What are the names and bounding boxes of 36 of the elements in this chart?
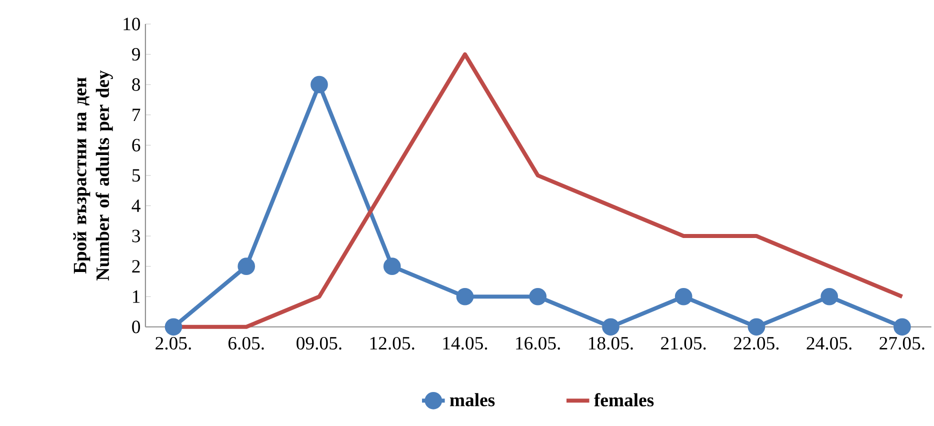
point — [164, 318, 182, 336]
y-tick-label: 10 — [124, 18, 140, 30]
y-tick-label: 3 — [132, 230, 140, 242]
x-tick-label: 2.05. — [156, 337, 191, 350]
x-tick-label: 21.05. — [661, 337, 706, 350]
point — [894, 318, 911, 336]
x-tick-label: 14.05. — [443, 337, 488, 350]
y-tick-label: 4 — [132, 200, 140, 212]
y-tick-label: 2 — [132, 260, 140, 273]
y-tick-label: 5 — [132, 169, 140, 182]
legend-label: males — [450, 393, 495, 406]
point — [310, 76, 328, 94]
x-tick-label: 6.05. — [228, 337, 264, 350]
legend-label: females — [594, 393, 654, 407]
point — [456, 288, 474, 306]
y-tick-label: 8 — [132, 78, 140, 92]
x-tick-label: 16.05. — [516, 337, 560, 350]
point — [529, 288, 547, 306]
x-tick-label: 09.05. — [296, 337, 342, 350]
y-tick-label: 0 — [132, 320, 140, 334]
x-tick-label: 27.05. — [880, 337, 924, 350]
y-tick-label: 7 — [132, 108, 140, 122]
point — [602, 318, 620, 336]
point — [820, 288, 838, 306]
y-tick-label: 6 — [132, 139, 140, 152]
y-tick-label: 9 — [132, 48, 140, 61]
y-tick-label: 1 — [133, 290, 140, 303]
x-tick-label: 18.05. — [589, 337, 633, 350]
point — [748, 318, 766, 336]
x-tick-label: 22.05. — [734, 337, 779, 350]
y-axis-title: Брой възрастни на ден Number of adults per dey — [73, 70, 113, 281]
point — [238, 258, 256, 276]
point — [383, 258, 401, 276]
x-tick-label: 24.05. — [806, 337, 852, 350]
x-tick-label: 12.05. — [370, 337, 414, 350]
point — [674, 288, 692, 306]
